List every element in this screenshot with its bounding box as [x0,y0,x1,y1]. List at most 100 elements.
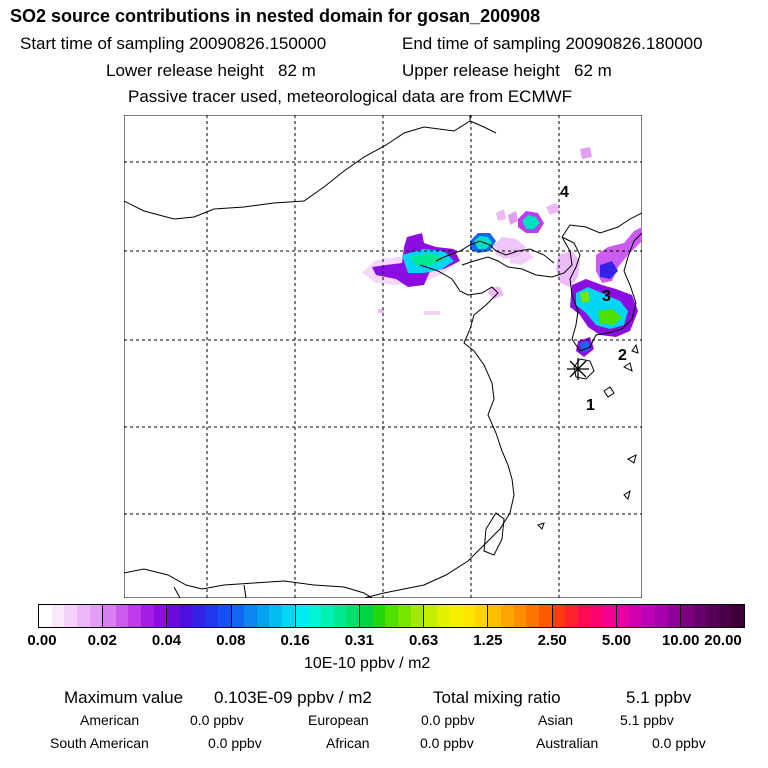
colorbar-swatch [372,605,386,627]
region-value: 5.1 ppbv [620,712,674,728]
colorbar-swatch [205,605,218,627]
colorbar-tick-label: 20.00 [704,632,742,649]
release-upper: Upper release height 62 m [402,61,612,80]
colorbar-swatch [308,605,322,627]
colorbar-swatch [565,605,578,627]
colorbar-swatch [462,605,475,627]
colorbar-swatch [538,605,552,627]
colorbar-swatch [552,605,566,627]
colorbar-tick-label: 0.16 [280,632,310,649]
colorbar-swatch [153,605,167,627]
colorbar-swatch [321,605,334,627]
asterisk-receptor-icon [567,358,589,380]
colorbar-swatch [706,605,719,627]
region-value: 0.0 ppbv [421,712,475,728]
colorbar-tick-label: 2.50 [537,632,567,649]
colorbar-swatch [680,605,694,627]
colorbar-swatch [346,605,359,627]
colorbar-swatch [603,605,616,627]
concentration-plume-north [496,147,592,265]
page-title: SO2 source contributions in nested domai… [10,6,541,26]
colorbar-swatch [693,605,707,627]
total-value: 5.1 ppbv [626,688,692,707]
colorbar-segment [103,605,168,627]
region-value: 0.0 ppbv [420,735,474,751]
colorbar-swatch [231,605,245,627]
colorbar-tick-label: 0.63 [409,632,439,649]
colorbar-segment [231,605,296,627]
colorbar-swatch [64,605,77,627]
colorbar-segment [616,605,681,627]
region-name: Australian [536,735,599,751]
total-label: Total mixing ratio [433,688,561,707]
colorbar-segment [295,605,360,627]
colorbar-unit: 10E-10 ppbv / m2 [304,655,431,672]
colorbar [38,604,745,628]
colorbar-swatch [282,605,295,627]
colorbar-swatch [167,605,181,627]
run-note: Passive tracer used, meteorological data… [128,87,573,106]
colorbar-swatch [577,605,591,627]
colorbar-swatch [410,605,424,627]
region-name: South American [50,735,149,751]
marker-2: 2 [618,347,627,364]
concentration-plume-west [362,233,460,287]
marker-3: 3 [602,288,611,305]
colorbar-swatch [616,605,630,627]
colorbar-tick-label: 0.04 [151,632,182,649]
release-lower: Lower release height 82 m [106,61,316,80]
colorbar-swatch [513,605,527,627]
sampling-start: Start time of sampling 20090826.150000 [20,34,327,53]
coastlines [124,115,642,598]
colorbar-swatch [449,605,463,627]
region-name: African [326,735,370,751]
colorbar-swatch [718,605,732,627]
colorbar-swatch [295,605,309,627]
colorbar-swatch [333,605,347,627]
colorbar-segment [680,605,745,627]
region-name: European [308,712,369,728]
marker-4: 4 [560,184,569,201]
colorbar-swatch [654,605,668,627]
colorbar-swatch [180,605,193,627]
colorbar-swatch [89,605,103,627]
colorbar-swatch [397,605,411,627]
colorbar-tick-label: 1.25 [473,632,503,649]
colorbar-swatch [141,605,154,627]
colorbar-tick-label: 0.31 [344,632,374,649]
colorbar-swatch [244,605,257,627]
colorbar-segment [552,605,617,627]
colorbar-tick-label: 10.00 [661,632,700,649]
colorbar-swatch [128,605,142,627]
region-value: 0.0 ppbv [190,712,244,728]
colorbar-swatch [667,605,680,627]
colorbar-swatch [526,605,539,627]
colorbar-swatch [488,605,501,627]
colorbar-tick-label: 0.00 [27,632,57,649]
colorbar-swatch [436,605,450,627]
region-name: Asian [538,712,574,728]
region-name: American [80,712,140,728]
region-value: 0.0 ppbv [652,735,706,751]
colorbar-segment [359,605,425,627]
colorbar-segment [167,605,232,627]
colorbar-swatch [641,605,655,627]
colorbar-swatch [385,605,398,627]
colorbar-swatch [217,605,231,627]
max-value: 0.103E-09 ppbv / m2 [214,688,372,707]
colorbar-swatch [474,605,488,627]
colorbar-swatch [103,605,116,627]
graticule [124,115,642,598]
sampling-end: End time of sampling 20090826.180000 [402,34,703,53]
colorbar-swatch [359,605,373,627]
colorbar-swatch [731,605,745,627]
colorbar-tick-label: 5.00 [601,632,632,649]
colorbar-swatch [256,605,270,627]
colorbar-swatch [115,605,129,627]
max-label: Maximum value [64,688,184,707]
colorbar-swatch [51,605,65,627]
colorbar-tick-label: 0.02 [87,632,117,649]
colorbar-swatch [629,605,642,627]
colorbar-tick-label: 0.08 [216,632,246,649]
marker-1: 1 [586,397,595,414]
